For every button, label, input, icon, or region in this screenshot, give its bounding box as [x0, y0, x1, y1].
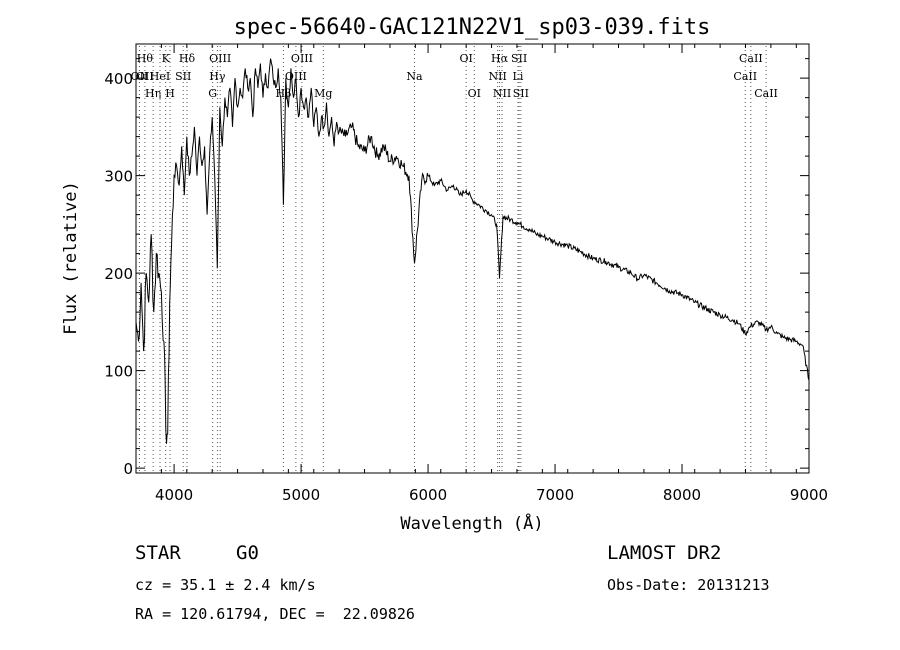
- x-tick-label: 6000: [409, 486, 447, 504]
- coordinates: RA = 120.61794, DEC = 22.09826: [135, 605, 415, 623]
- line-marker-label: K: [162, 52, 171, 65]
- x-tick-label: 9000: [790, 486, 828, 504]
- y-axis: 0 100 200 300 400: [104, 58, 809, 478]
- spectrum-line: [135, 58, 810, 444]
- x-axis: 4000 5000 6000 7000 8000 9000: [135, 44, 828, 504]
- x-tick-label: 8000: [663, 486, 701, 504]
- line-marker-label: Hθ: [137, 52, 154, 65]
- line-marker-label: Hγ: [209, 70, 226, 83]
- line-marker-label: Na: [406, 70, 423, 83]
- line-marker-label: CaII: [754, 87, 778, 100]
- y-tick-label: 100: [104, 363, 133, 381]
- line-marker-label: OI: [468, 87, 481, 100]
- line-marker-label: G: [208, 87, 217, 100]
- x-tick-label: 7000: [536, 486, 574, 504]
- line-marker-label: H: [165, 87, 175, 100]
- object-class: STAR: [135, 542, 181, 564]
- line-marker-label: Mg: [314, 87, 332, 100]
- x-axis-label: Wavelength (Å): [400, 512, 543, 534]
- y-tick-label: 300: [104, 168, 133, 186]
- y-axis-label: Flux (relative): [61, 181, 81, 335]
- line-marker-label: OI: [459, 52, 472, 65]
- y-tick-label: 200: [104, 265, 133, 283]
- line-marker-label: SII: [175, 70, 191, 83]
- line-marker-label: NII: [488, 70, 506, 83]
- line-marker-label: CaII: [733, 70, 757, 83]
- line-marker-label: Li: [513, 70, 524, 83]
- line-marker-label: Hδ: [179, 52, 196, 65]
- line-marker-label: OIII: [291, 52, 313, 65]
- line-marker-label: OII: [136, 70, 154, 83]
- chart-title: spec-56640-GAC121N22V1_sp03-039.fits: [234, 15, 711, 40]
- line-marker-label: CaII: [739, 52, 763, 65]
- obs-date: Obs-Date: 20131213: [607, 576, 770, 594]
- line-marker-label: SII: [511, 52, 527, 65]
- x-tick-label: 5000: [282, 486, 320, 504]
- line-marker-label: OIII: [209, 52, 231, 65]
- object-subclass: G0: [236, 542, 259, 564]
- plot-frame: [135, 43, 810, 474]
- line-marker-label: HeI: [150, 70, 170, 83]
- line-marker-label: OII: [131, 70, 149, 83]
- y-tick-label: 0: [123, 460, 133, 478]
- line-marker-label: Hη: [145, 87, 161, 100]
- line-marker-label: NII: [493, 87, 511, 100]
- redshift-readout: cz = 35.1 ± 2.4 km/s: [135, 576, 316, 594]
- survey-name: LAMOST DR2: [607, 542, 722, 564]
- x-tick-label: 4000: [155, 486, 193, 504]
- line-marker-label: SII: [513, 87, 529, 100]
- line-marker-label: Hα: [491, 52, 509, 65]
- emission-line-markers: OIIHθOIIHηHeIKHSIIHδGHγOIIIHβOIIIOIIIMgN…: [131, 46, 778, 473]
- y-tick-label: 400: [104, 70, 133, 88]
